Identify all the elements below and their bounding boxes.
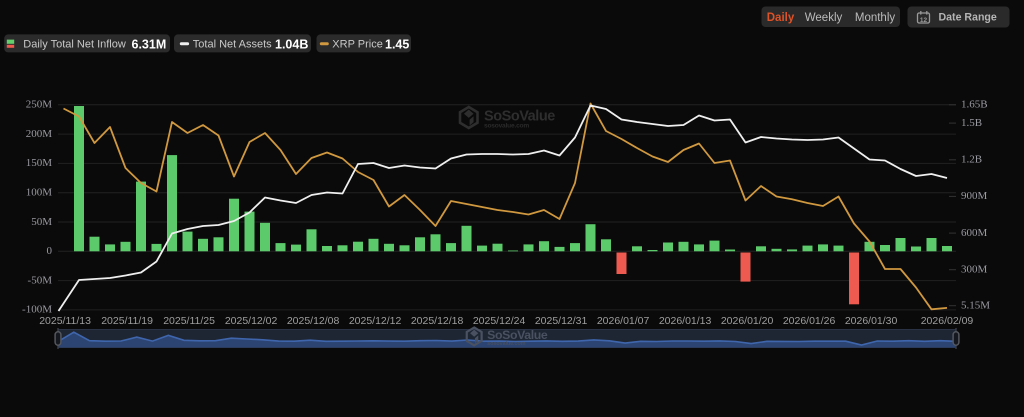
svg-text:1.04B: 1.04B [275, 38, 308, 52]
svg-text:XRP Price: XRP Price [332, 38, 383, 50]
svg-text:1.45: 1.45 [385, 38, 409, 52]
svg-text:2026/01/07: 2026/01/07 [597, 315, 650, 327]
svg-text:250M: 250M [26, 99, 53, 111]
svg-text:1.65B: 1.65B [961, 99, 988, 111]
svg-text:SoSoValue: SoSoValue [487, 328, 548, 342]
svg-text:2026/01/13: 2026/01/13 [659, 315, 712, 327]
svg-text:0: 0 [47, 245, 53, 257]
svg-text:2025/11/13: 2025/11/13 [39, 315, 91, 327]
svg-text:-50M: -50M [28, 274, 53, 286]
svg-text:2026/01/26: 2026/01/26 [783, 315, 836, 327]
svg-text:2025/12/08: 2025/12/08 [287, 315, 340, 327]
svg-text:Total Net Assets: Total Net Assets [193, 38, 272, 50]
svg-text:2025/12/31: 2025/12/31 [535, 315, 588, 327]
svg-text:Weekly: Weekly [805, 12, 843, 24]
svg-text:Daily Total Net Inflow: Daily Total Net Inflow [23, 38, 126, 50]
svg-text:900M: 900M [961, 190, 988, 202]
svg-text:2025/11/25: 2025/11/25 [163, 315, 215, 327]
svg-text:SoSoValue: SoSoValue [484, 109, 555, 125]
svg-text:Monthly: Monthly [855, 12, 896, 24]
svg-text:2025/12/02: 2025/12/02 [225, 315, 278, 327]
svg-text:100M: 100M [26, 187, 53, 199]
svg-text:50M: 50M [31, 216, 52, 228]
svg-text:600M: 600M [961, 227, 988, 239]
svg-text:150M: 150M [26, 157, 53, 169]
svg-text:Date Range: Date Range [939, 12, 997, 24]
svg-text:2026/02/09: 2026/02/09 [921, 315, 974, 327]
svg-text:1.5B: 1.5B [961, 117, 982, 129]
svg-text:Daily: Daily [767, 12, 795, 24]
svg-text:2025/11/19: 2025/11/19 [101, 315, 153, 327]
svg-text:2025/12/12: 2025/12/12 [349, 315, 402, 327]
svg-text:2025/12/24: 2025/12/24 [473, 315, 526, 327]
svg-text:-100M: -100M [22, 304, 52, 316]
svg-text:sosovalue.com: sosovalue.com [487, 341, 526, 347]
svg-text:12: 12 [920, 17, 928, 24]
svg-text:5.15M: 5.15M [961, 300, 990, 312]
svg-text:2025/12/18: 2025/12/18 [411, 315, 464, 327]
svg-text:6.31M: 6.31M [132, 38, 167, 52]
svg-text:200M: 200M [26, 128, 53, 140]
svg-text:1.2B: 1.2B [961, 154, 982, 166]
svg-text:sosovalue.com: sosovalue.com [484, 122, 529, 129]
svg-text:2026/01/20: 2026/01/20 [721, 315, 774, 327]
svg-text:300M: 300M [961, 264, 988, 276]
svg-text:2026/01/30: 2026/01/30 [845, 315, 898, 327]
